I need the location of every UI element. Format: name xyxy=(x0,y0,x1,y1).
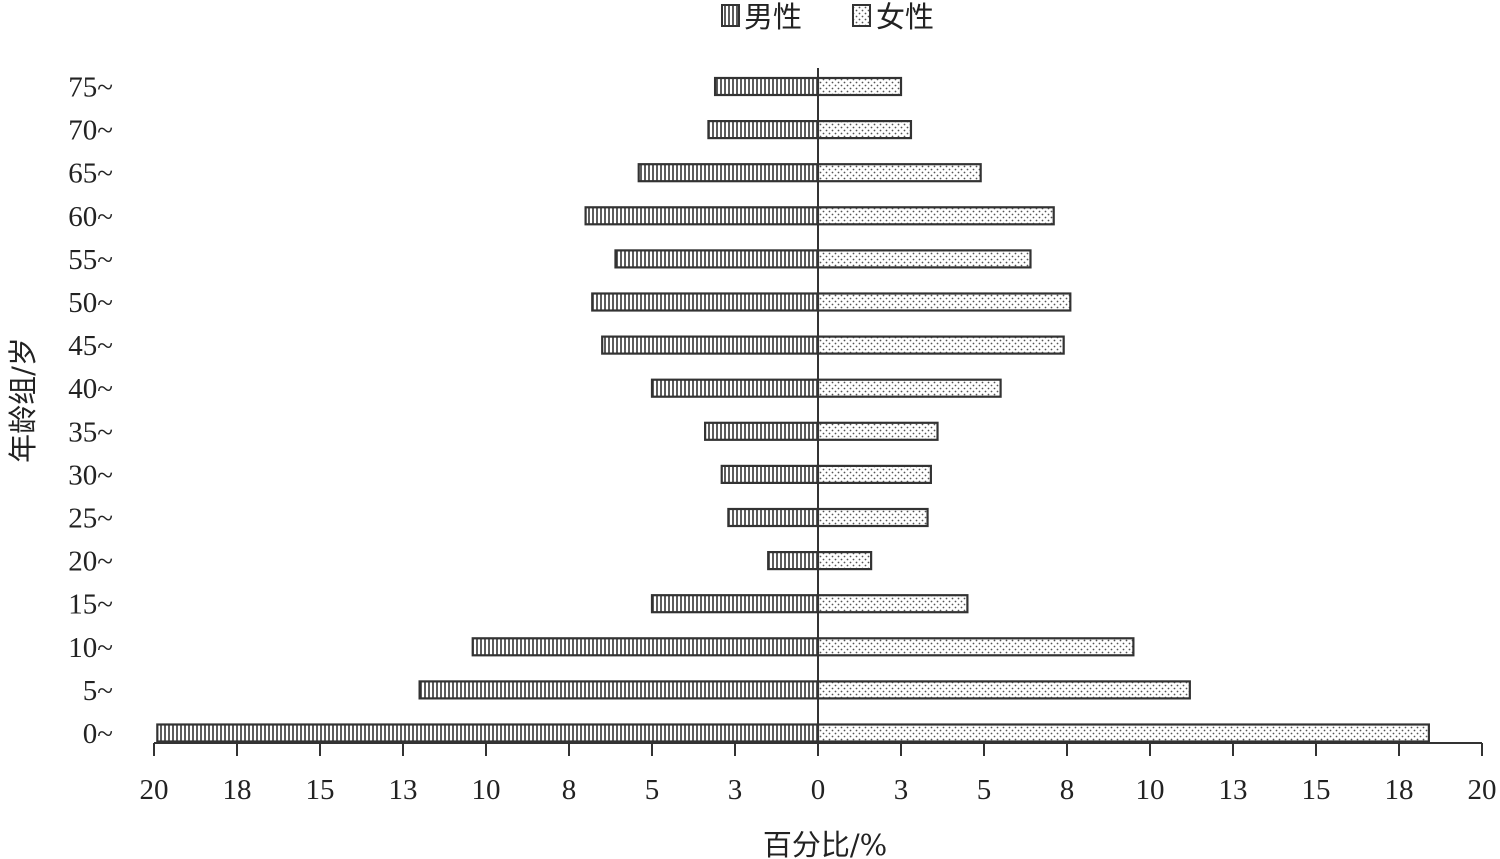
bar-male-3 xyxy=(650,594,820,614)
category-label-4: 20~ xyxy=(68,546,113,578)
x-tick-label-10: 5 xyxy=(977,774,992,806)
bar-female-14 xyxy=(816,119,913,140)
bar-female-3 xyxy=(816,594,969,614)
x-tick-label-3: 13 xyxy=(389,774,418,806)
legend-label-female: 女性 xyxy=(876,0,934,34)
bar-female-7 xyxy=(816,421,939,441)
category-labels: 0~ 5~ 10~ 15~ 20~ 25~ 30~ 35~ 40~ 45~ 50~ 55~ 60~ 65~… xyxy=(68,72,113,751)
bar-female-6 xyxy=(816,464,932,484)
category-label-6: 30~ xyxy=(68,459,113,491)
x-tick-label-2: 15 xyxy=(306,774,335,806)
category-label-10: 50~ xyxy=(68,287,113,319)
x-tick-label-6: 5 xyxy=(645,774,660,806)
x-tick-label-0: 20 xyxy=(140,774,169,806)
bar-male-4 xyxy=(767,550,820,571)
category-label-9: 45~ xyxy=(68,330,113,362)
bar-male-2 xyxy=(471,637,820,657)
x-tick-label-7: 3 xyxy=(728,774,743,806)
bar-female-11 xyxy=(816,249,1032,269)
category-label-5: 25~ xyxy=(68,503,113,535)
category-label-2: 10~ xyxy=(68,632,113,664)
bar-female-12 xyxy=(816,206,1055,226)
bar-female-15 xyxy=(816,76,903,97)
bar-male-5 xyxy=(727,507,820,528)
category-label-3: 15~ xyxy=(68,589,113,621)
y-axis-title: 年龄组/岁 xyxy=(6,337,40,463)
x-tick-label-14: 15 xyxy=(1302,774,1331,806)
category-label-1: 5~ xyxy=(83,675,113,707)
legend: 男性 女性 xyxy=(721,0,934,34)
bar-male-12 xyxy=(584,206,820,226)
bar-male-14 xyxy=(707,119,820,140)
bar-female-2 xyxy=(816,637,1135,657)
x-axis-title: 百分比/% xyxy=(763,828,887,859)
category-label-15: 75~ xyxy=(68,72,113,104)
bar-male-11 xyxy=(614,249,820,269)
bar-male-0 xyxy=(156,723,820,743)
bar-female-4 xyxy=(816,550,873,571)
x-tick-label-16: 20 xyxy=(1468,774,1497,806)
bar-female-8 xyxy=(816,378,1002,398)
x-tick-label-5: 8 xyxy=(562,774,577,806)
axes-layer: 20 18 15 13 10 8 5 3 0 3 5 8 10 13 15 18 20 xyxy=(140,68,1497,806)
category-label-11: 55~ xyxy=(68,244,113,276)
bar-female-5 xyxy=(816,507,929,528)
legend-label-male: 男性 xyxy=(744,0,802,34)
category-label-12: 60~ xyxy=(68,201,113,233)
bar-female-1 xyxy=(816,680,1191,700)
bar-male-15 xyxy=(713,76,820,97)
bar-male-6 xyxy=(720,464,820,484)
category-label-13: 65~ xyxy=(68,158,113,190)
category-label-14: 70~ xyxy=(68,115,113,147)
x-tick-label-12: 10 xyxy=(1136,774,1165,806)
category-label-7: 35~ xyxy=(68,416,113,448)
x-tick-label-4: 10 xyxy=(472,774,501,806)
bar-female-0 xyxy=(816,723,1430,743)
bars-layer xyxy=(156,76,1430,743)
bar-female-9 xyxy=(816,335,1065,355)
bar-male-1 xyxy=(418,680,820,700)
bar-male-9 xyxy=(601,335,820,355)
legend-swatch-female xyxy=(852,4,871,27)
bar-male-13 xyxy=(637,163,820,183)
x-tick-label-11: 8 xyxy=(1060,774,1075,806)
category-label-8: 40~ xyxy=(68,373,113,405)
x-tick-label-1: 18 xyxy=(223,774,252,806)
bar-male-10 xyxy=(591,292,820,312)
bar-female-13 xyxy=(816,163,982,183)
category-label-0: 0~ xyxy=(83,718,113,750)
bar-female-10 xyxy=(816,292,1072,312)
bar-male-8 xyxy=(650,378,820,398)
legend-swatch-male xyxy=(721,4,740,27)
x-tick-label-15: 18 xyxy=(1385,774,1414,806)
x-tick-label-8: 0 xyxy=(811,774,826,806)
x-tick-label-9: 3 xyxy=(894,774,909,806)
bar-male-7 xyxy=(704,421,820,441)
x-tick-label-13: 13 xyxy=(1219,774,1248,806)
